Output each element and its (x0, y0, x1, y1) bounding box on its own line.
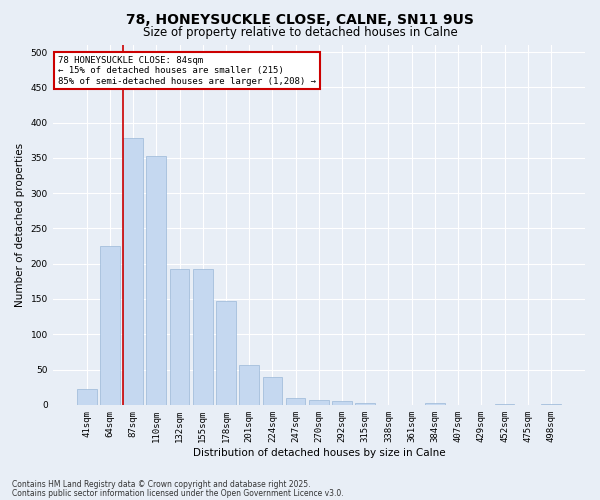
Bar (100, 246, 120, 405)
Bar (425, 404, 445, 405)
Bar (541, 404, 561, 405)
Bar (239, 366, 259, 405)
Bar (309, 400, 329, 405)
Text: Contains HM Land Registry data © Crown copyright and database right 2025.: Contains HM Land Registry data © Crown c… (12, 480, 311, 489)
Bar (77, 390, 97, 405)
Bar (263, 376, 282, 405)
Y-axis label: Number of detached properties: Number of detached properties (15, 143, 25, 307)
Bar (170, 270, 190, 405)
Bar (123, 138, 143, 405)
Text: Size of property relative to detached houses in Calne: Size of property relative to detached ho… (143, 26, 457, 39)
Bar (216, 301, 236, 405)
Bar (286, 398, 305, 405)
Bar (193, 270, 212, 405)
Bar (355, 402, 375, 405)
Bar (494, 404, 514, 405)
Text: Contains public sector information licensed under the Open Government Licence v3: Contains public sector information licen… (12, 488, 344, 498)
X-axis label: Distribution of detached houses by size in Calne: Distribution of detached houses by size … (193, 448, 445, 458)
Text: 78 HONEYSUCKLE CLOSE: 84sqm
← 15% of detached houses are smaller (215)
85% of se: 78 HONEYSUCKLE CLOSE: 84sqm ← 15% of det… (58, 56, 316, 86)
Bar (332, 402, 352, 405)
Text: 78, HONEYSUCKLE CLOSE, CALNE, SN11 9US: 78, HONEYSUCKLE CLOSE, CALNE, SN11 9US (126, 12, 474, 26)
Bar (146, 156, 166, 405)
